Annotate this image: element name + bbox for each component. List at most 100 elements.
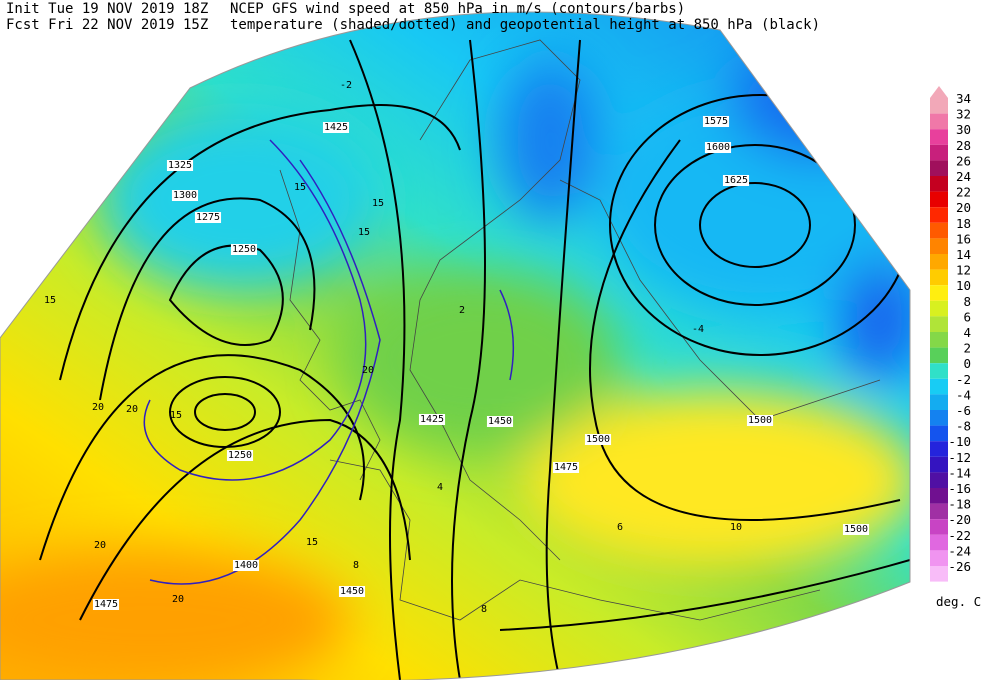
label-background (338, 586, 366, 597)
temp-label: 6 (617, 522, 623, 533)
height-label: 1500 (844, 524, 868, 535)
wind-label: 15 (372, 198, 384, 209)
legend-swatch (930, 488, 948, 504)
legend-label: 8 (963, 294, 971, 309)
label-background (92, 599, 120, 610)
wind-label: 15 (306, 537, 318, 548)
legend-swatch (930, 316, 948, 332)
wind-label: 20 (362, 365, 374, 376)
legend-swatch (930, 144, 948, 161)
label-background (418, 414, 446, 425)
height-label: 1250 (232, 244, 256, 255)
label-background (702, 116, 730, 127)
label-background (194, 212, 222, 223)
height-label: 1275 (196, 212, 220, 223)
legend-label: 18 (956, 216, 971, 231)
height-label: 1300 (173, 190, 197, 201)
temp-label: 10 (730, 522, 742, 533)
height-label: 1425 (324, 122, 348, 133)
legend-swatch (930, 176, 948, 192)
label-background (842, 524, 870, 535)
legend-label: 0 (963, 356, 971, 371)
legend-swatch (930, 129, 948, 145)
label-background (552, 462, 580, 473)
legend-swatch (930, 503, 948, 520)
legend-swatch (930, 519, 948, 535)
wind-label: 20 (94, 540, 106, 551)
map-labels: 1325 1300 1275 1250 1425 1575 1600 1625 1425 1450… (44, 80, 870, 615)
legend-label: -6 (956, 403, 971, 418)
height-label: 1575 (704, 116, 728, 127)
legend-swatch (930, 222, 948, 239)
legend-swatch (930, 425, 948, 442)
temp-label: -2 (340, 80, 352, 91)
legend-swatch (930, 347, 948, 364)
legend-swatch (930, 269, 948, 286)
legend-label: 20 (956, 200, 971, 215)
legend-label: -26 (948, 559, 971, 574)
legend-swatch (930, 207, 948, 223)
legend-swatch (930, 332, 948, 348)
legend-label: -12 (948, 450, 971, 465)
legend-label: 24 (956, 169, 971, 184)
wind-label: 15 (294, 182, 306, 193)
legend-label: 4 (963, 325, 971, 340)
forecast-line: Fcst Fri 22 NOV 2019 15Z (6, 17, 208, 33)
temp-label: 8 (353, 560, 359, 571)
legend-label: 6 (963, 309, 971, 324)
subtitle: temperature (shaded/dotted) and geopoten… (230, 17, 820, 33)
legend-label: 28 (956, 138, 971, 153)
legend-swatch (930, 394, 948, 410)
legend-swatch (930, 238, 948, 254)
legend-label: -10 (948, 434, 971, 449)
wind-label: 20 (172, 594, 184, 605)
wind-label: 15 (170, 410, 182, 421)
legend-label: 34 (956, 91, 971, 106)
height-label: 1475 (94, 599, 118, 610)
legend-label: -22 (948, 528, 971, 543)
map-area (0, 11, 910, 681)
legend-label: 26 (956, 153, 971, 168)
legend-label: -18 (948, 497, 971, 512)
legend-label: -2 (956, 372, 971, 387)
legend-label: -14 (948, 465, 971, 480)
height-label: 1450 (488, 416, 512, 427)
temp-label: 2 (459, 305, 465, 316)
legend-swatch (930, 456, 948, 473)
wind-label: 15 (44, 295, 56, 306)
legend-swatch (930, 472, 948, 488)
legend-swatch (930, 191, 948, 208)
legend-swatch (930, 378, 948, 395)
height-label: 1325 (168, 160, 192, 171)
title: NCEP GFS wind speed at 850 hPa in m/s (c… (230, 1, 685, 17)
wind-label: 20 (126, 404, 138, 415)
legend-swatch (930, 363, 948, 379)
height-label: 1425 (420, 414, 444, 425)
label-background (704, 142, 732, 153)
legend-label: 12 (956, 263, 971, 278)
label-background (722, 175, 750, 186)
height-label: 1625 (724, 175, 748, 186)
label-background (171, 190, 199, 201)
temp-label: -4 (692, 324, 704, 335)
legend-label: -24 (948, 543, 971, 558)
wind-contours (143, 139, 515, 585)
legend-label: -16 (948, 481, 971, 496)
temp-label: 8 (481, 604, 487, 615)
legend-swatch (930, 113, 948, 130)
label-background (322, 122, 350, 133)
legend-label: 22 (956, 185, 971, 200)
legend-swatch (930, 285, 948, 301)
legend-label: 2 (963, 341, 971, 356)
height-label: 1500 (748, 415, 772, 426)
height-label: 1600 (706, 142, 730, 153)
legend-label: 14 (956, 247, 971, 262)
legend-label: -8 (956, 419, 971, 434)
height-label: 1250 (228, 450, 252, 461)
init-line: Init Tue 19 NOV 2019 18Z (6, 1, 208, 17)
legend-label: -20 (948, 512, 971, 527)
legend-arrow (930, 86, 948, 98)
temp-label: 4 (437, 482, 443, 493)
legend-label: 16 (956, 231, 971, 246)
